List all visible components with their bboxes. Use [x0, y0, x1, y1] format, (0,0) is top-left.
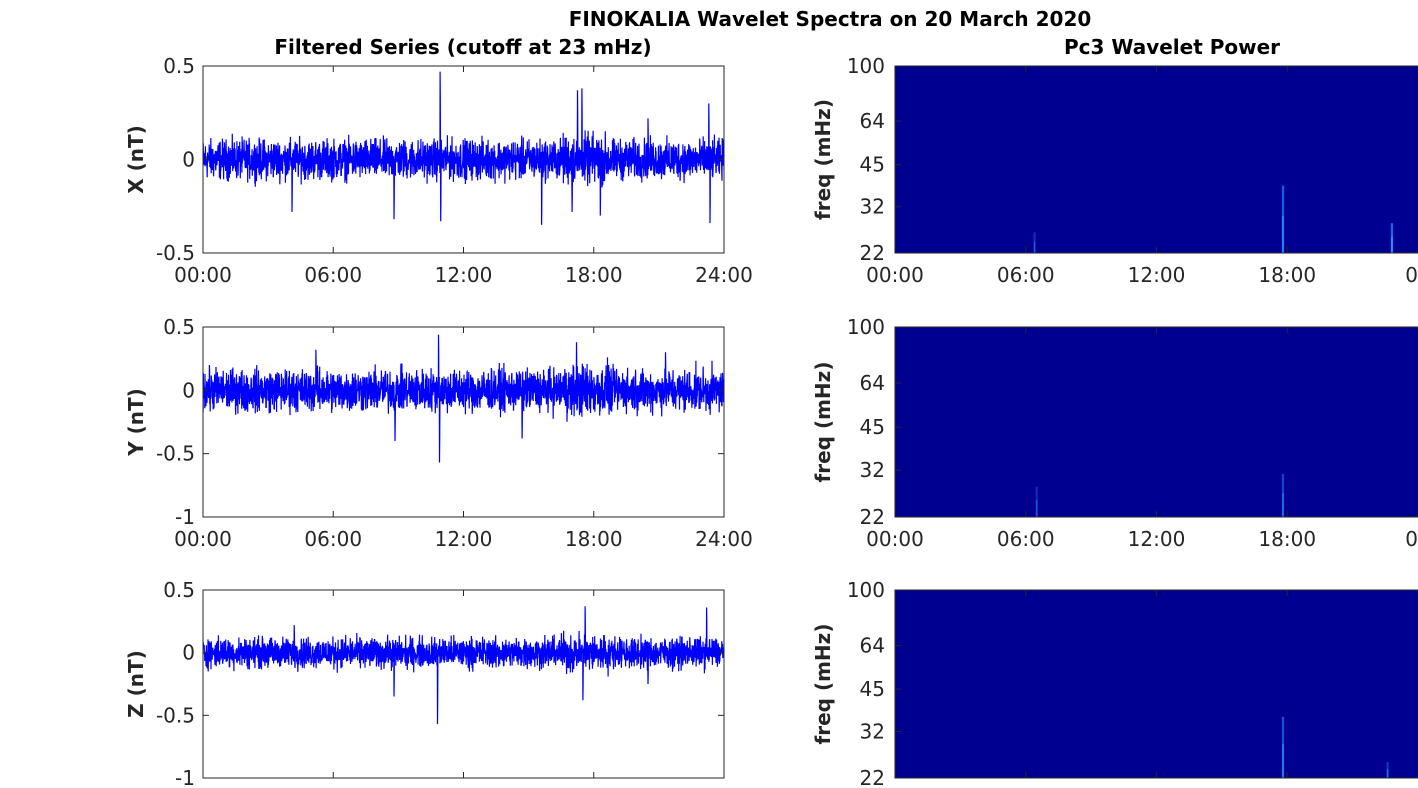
- plot-area: [203, 590, 724, 778]
- y-tick-label: -0.5: [156, 241, 195, 265]
- series-trace: [203, 71, 724, 225]
- x-tick-label: 06:00: [997, 527, 1055, 551]
- y-axis-label: X (nT): [124, 125, 148, 194]
- x-tick-label: 12:00: [1128, 263, 1186, 287]
- y-tick-label: 0.5: [163, 315, 195, 339]
- y-tick-label: 22: [860, 766, 885, 788]
- axes-frame: [894, 326, 1418, 518]
- x-tick-label: 12:00: [1128, 527, 1186, 551]
- series-trace: [203, 334, 724, 463]
- axes-frame: [894, 589, 1418, 779]
- y-axis-label: Z (nT): [124, 650, 148, 718]
- y-tick-label: 100: [847, 315, 885, 339]
- axes-frame: [202, 589, 725, 779]
- x-tick-label: 00:00: [174, 527, 232, 551]
- y-tick-label: 45: [860, 415, 885, 439]
- panel-z-power: 100 64 45 32 22 freq (mHz): [811, 578, 1418, 788]
- y-tick-label: 32: [860, 719, 885, 743]
- panel-z: 0.5 0 -0.5 -1 Z (nT): [124, 578, 725, 788]
- x-tick-label: 12:00: [435, 527, 493, 551]
- y-tick-label: 0: [182, 641, 195, 665]
- x-tick-label: 06:00: [997, 263, 1055, 287]
- power-background: [895, 327, 1418, 517]
- power-feature-core: [1391, 236, 1393, 253]
- power-feature-core: [1033, 241, 1036, 253]
- y-axis-label: freq (mHz): [811, 624, 835, 745]
- x-tick-label: 06:00: [304, 263, 362, 287]
- y-tick-label: -1: [175, 505, 195, 529]
- power-feature-core: [1282, 493, 1284, 517]
- y-tick-label: -0.5: [156, 703, 195, 727]
- power-background: [895, 590, 1418, 778]
- power-feature-core: [1282, 744, 1284, 778]
- right-column-title: Pc3 Wavelet Power: [1064, 35, 1280, 59]
- power-feature-core: [1282, 215, 1284, 253]
- power-feature-core: [1036, 500, 1038, 517]
- power-feature-core: [1386, 769, 1389, 778]
- panels: 0.50-0.5X (nT)00:00 06:00 12:00 18:00 24:000…: [124, 54, 1418, 788]
- left-column-title: Filtered Series (cutoff at 23 mHz): [274, 35, 651, 59]
- y-tick-label: 22: [860, 241, 885, 265]
- y-tick-label: 45: [860, 677, 885, 701]
- x-tick-label: 12:00: [435, 263, 493, 287]
- y-axis-label: Y (nT): [124, 388, 148, 457]
- plot-area: [203, 327, 724, 517]
- y-tick-label: 100: [847, 54, 885, 78]
- panel-x-power: 100 64 45 32 22 freq (mHz) 00:00 06:00 12:00 18:0…: [811, 54, 1418, 287]
- y-tick-label: 32: [860, 195, 885, 219]
- x-tick-label: 00:00: [866, 263, 924, 287]
- y-tick-label: 45: [860, 153, 885, 177]
- axes-frame: [202, 326, 725, 518]
- x-tick-label: 00:00: [866, 527, 924, 551]
- x-tick-label: 18:00: [1258, 527, 1316, 551]
- series-trace: [203, 606, 724, 725]
- power-background: [895, 66, 1418, 253]
- x-tick-label: 18:00: [565, 527, 623, 551]
- y-tick-label: -1: [175, 766, 195, 788]
- y-tick-label: 64: [860, 371, 885, 395]
- x-tick-label: 18:00: [565, 263, 623, 287]
- x-tick-label: 06:00: [304, 527, 362, 551]
- x-tick-label: 00: [1405, 263, 1418, 287]
- x-tick-label: 00: [1405, 527, 1418, 551]
- y-axis-label: freq (mHz): [811, 99, 835, 220]
- y-tick-label: 100: [847, 578, 885, 602]
- panel-y: 0.5 0 -0.5 -1 Y (nT) 00:00 06:00 12:00 18:00 24:0…: [124, 315, 753, 551]
- x-tick-label: 24:00: [695, 527, 753, 551]
- y-tick-label: 0.5: [163, 54, 195, 78]
- y-tick-label: 0: [182, 378, 195, 402]
- x-tick-label: 24:00: [695, 263, 753, 287]
- axes-frame: [202, 65, 725, 254]
- y-tick-label: 64: [860, 633, 885, 657]
- figure-title: FINOKALIA Wavelet Spectra on 20 March 20…: [569, 7, 1092, 31]
- axes-frame: [894, 65, 1418, 254]
- x-tick-label: 18:00: [1258, 263, 1316, 287]
- y-tick-label: 32: [860, 458, 885, 482]
- y-tick-label: 0: [182, 148, 195, 172]
- panel-y-power: 100 64 45 32 22 freq (mHz) 00:00 06:00 12:00 18:0…: [811, 315, 1418, 551]
- x-tick-label: 00:00: [174, 263, 232, 287]
- y-tick-label: 22: [860, 505, 885, 529]
- y-tick-label: 0.5: [163, 578, 195, 602]
- y-tick-label: -0.5: [156, 442, 195, 466]
- power-feature: [1035, 486, 1038, 517]
- y-tick-label: 64: [860, 109, 885, 133]
- panel-x: 0.5 0 -0.5 X (nT) 00:00 06:00 12:00 18:00 24:00: [124, 54, 753, 287]
- y-axis-label: freq (mHz): [811, 362, 835, 483]
- power-feature: [1033, 232, 1036, 253]
